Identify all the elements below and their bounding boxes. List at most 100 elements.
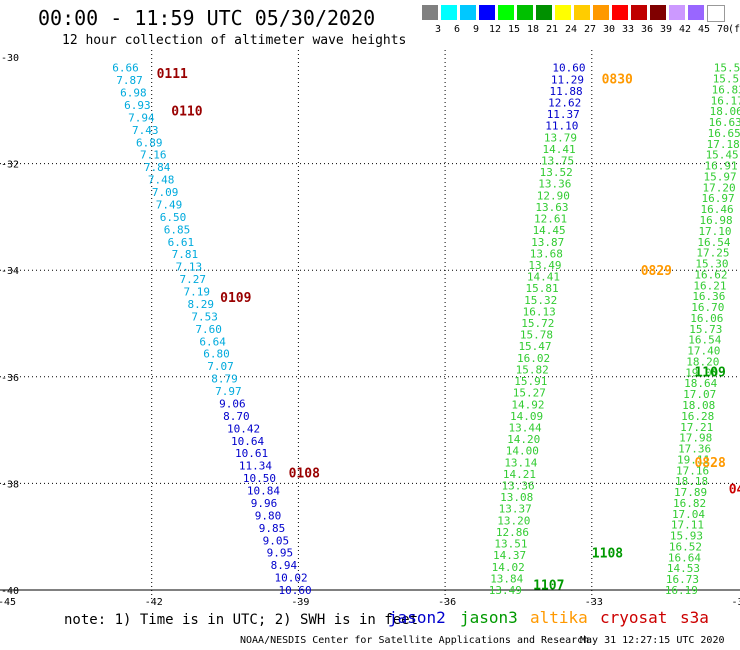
wave-height-value: 15.81 bbox=[526, 282, 559, 295]
wave-height-value: 17.20 bbox=[703, 181, 736, 194]
wave-height-value: 19.00 bbox=[685, 366, 718, 379]
lat-tick-label: -40 bbox=[1, 586, 19, 597]
wave-height-value: 16.63 bbox=[709, 116, 740, 129]
lat-tick-label: -30 bbox=[1, 53, 19, 64]
wave-height-value: 12.62 bbox=[548, 96, 581, 109]
wave-height-value: 16.73 bbox=[666, 573, 699, 586]
wave-height-value: 15.32 bbox=[524, 294, 557, 307]
wave-height-value: 17.21 bbox=[680, 421, 713, 434]
legend-swatch bbox=[650, 5, 666, 20]
wave-height-value: 12.86 bbox=[496, 526, 529, 539]
wave-height-value: 11.34 bbox=[239, 460, 272, 473]
wave-height-value: 17.89 bbox=[674, 486, 707, 499]
wave-height-value: 8.29 bbox=[187, 298, 214, 311]
wave-height-value: 13.63 bbox=[535, 201, 568, 214]
wave-height-value: 14.20 bbox=[507, 433, 540, 446]
satellite-label-jason2: jason2 bbox=[388, 608, 446, 627]
generation-timestamp: May 31 12:27:15 UTC 2020 bbox=[580, 635, 725, 646]
wave-height-value: 15.30 bbox=[695, 258, 728, 271]
wave-height-value: 15.45 bbox=[706, 149, 739, 162]
wave-height-value: 10.64 bbox=[231, 435, 264, 448]
wave-height-value: 7.87 bbox=[116, 74, 143, 87]
wave-height-value: 14.00 bbox=[506, 445, 539, 458]
wave-height-value: 7.84 bbox=[144, 161, 171, 174]
wave-height-value: 17.16 bbox=[676, 464, 709, 477]
wave-height-value: 15.51 bbox=[713, 73, 740, 86]
wave-height-value: 9.06 bbox=[219, 397, 246, 410]
legend-swatch bbox=[688, 5, 704, 20]
wave-height-value: 18.18 bbox=[675, 475, 708, 488]
wave-height-value: 9.96 bbox=[251, 497, 277, 510]
wave-height-value: 15.97 bbox=[704, 170, 737, 183]
legend-swatch bbox=[498, 5, 514, 20]
legend-label: 15 bbox=[507, 24, 521, 35]
wave-height-value: 7.81 bbox=[172, 248, 199, 261]
legend-swatch bbox=[574, 5, 590, 20]
legend-swatch bbox=[631, 5, 647, 20]
wave-height-value: 16.64 bbox=[668, 551, 701, 564]
wave-height-value: 13.36 bbox=[501, 480, 534, 493]
wave-height-value: 14.45 bbox=[533, 224, 566, 237]
wave-height-value: 9.95 bbox=[267, 547, 294, 560]
legend-label: 3 bbox=[434, 24, 442, 35]
wave-height-value: 7.09 bbox=[152, 186, 179, 199]
pass-time-label: 0111 bbox=[157, 67, 188, 82]
wave-height-value: 16.65 bbox=[708, 127, 740, 140]
wave-height-value: 13.84 bbox=[490, 572, 523, 585]
wave-height-value: 12.90 bbox=[537, 189, 570, 202]
pass-time-label: 0828 bbox=[694, 456, 725, 471]
legend-label: 30 bbox=[602, 24, 616, 35]
wave-height-value: 6.89 bbox=[136, 136, 163, 149]
wave-height-value: 10.60 bbox=[552, 62, 585, 75]
wave-height-value: 13.51 bbox=[494, 538, 527, 551]
legend-swatch bbox=[422, 5, 438, 20]
legend-swatch bbox=[669, 5, 685, 20]
wave-height-value: 6.61 bbox=[168, 236, 195, 249]
wave-height-value: 18.64 bbox=[684, 377, 717, 390]
wave-height-value: 12.61 bbox=[534, 213, 567, 226]
lon-tick-label: -36 bbox=[438, 597, 456, 608]
wave-height-value: 17.25 bbox=[696, 247, 729, 260]
wave-height-value: 13.87 bbox=[531, 236, 564, 249]
lon-tick-label: -42 bbox=[145, 597, 163, 608]
wave-height-value: 16.46 bbox=[700, 203, 733, 216]
legend-label: 6 bbox=[453, 24, 461, 35]
wave-height-value: 17.98 bbox=[679, 432, 712, 445]
wave-height-value: 6.50 bbox=[160, 211, 187, 224]
legend-swatch bbox=[707, 5, 725, 22]
legend-swatch bbox=[460, 5, 476, 20]
wave-height-value: 15.27 bbox=[513, 387, 546, 400]
wave-height-value: 10.42 bbox=[227, 422, 260, 435]
wave-height-value: 16.97 bbox=[701, 192, 734, 205]
legend-label: 33 bbox=[621, 24, 635, 35]
wave-height-value: 7.49 bbox=[156, 198, 183, 211]
wave-height-value: 16.62 bbox=[694, 268, 727, 281]
wave-height-value: 7.97 bbox=[215, 385, 242, 398]
footer-credit: NOAA/NESDIS Center for Satellite Applica… bbox=[240, 635, 590, 646]
legend-swatch bbox=[555, 5, 571, 20]
wave-height-value: 14.53 bbox=[667, 562, 700, 575]
wave-height-value: 13.79 bbox=[544, 131, 577, 144]
wave-height-value: 7.48 bbox=[148, 174, 175, 187]
wave-height-value: 8.94 bbox=[271, 559, 298, 572]
legend-swatch bbox=[517, 5, 533, 20]
wave-height-value: 13.75 bbox=[541, 155, 574, 168]
wave-height-value: 15.91 bbox=[514, 375, 547, 388]
legend-swatch bbox=[593, 5, 609, 20]
wave-height-value: 13.49 bbox=[489, 584, 522, 597]
wave-height-value: 13.49 bbox=[528, 259, 561, 272]
wave-height-value: 15.82 bbox=[516, 363, 549, 376]
wave-height-value: 13.20 bbox=[497, 514, 530, 527]
legend-label: 12 bbox=[488, 24, 502, 35]
wave-height-value: 16.19 bbox=[665, 584, 698, 597]
wave-height-value: 16.83 bbox=[712, 83, 740, 96]
pass-time-label: 0829 bbox=[641, 264, 672, 279]
wave-height-value: 13.36 bbox=[538, 178, 571, 191]
wave-height-value: 11.88 bbox=[550, 85, 583, 98]
wave-height-value: 15.47 bbox=[518, 340, 551, 353]
wave-height-value: 17.18 bbox=[707, 138, 740, 151]
lat-tick-label: -32 bbox=[1, 160, 19, 171]
legend-label: 42 bbox=[678, 24, 692, 35]
wave-height-value: 16.82 bbox=[673, 497, 706, 510]
wave-height-value: 14.41 bbox=[527, 271, 560, 284]
